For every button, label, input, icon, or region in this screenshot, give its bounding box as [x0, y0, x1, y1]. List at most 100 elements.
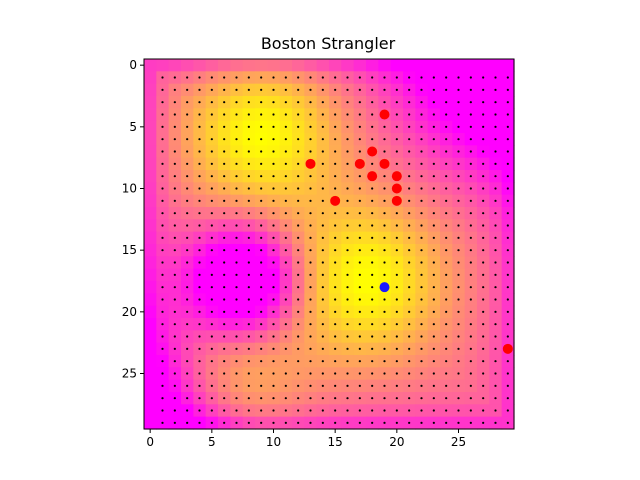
grid-dot [506, 187, 509, 190]
grid-dot [198, 384, 201, 387]
grid-dot [235, 347, 238, 350]
grid-dot [469, 162, 472, 165]
grid-dot [457, 298, 460, 301]
x-tick-label: 25 [451, 435, 466, 449]
grid-dot [383, 187, 386, 190]
grid-dot [383, 347, 386, 350]
grid-dot [297, 187, 300, 190]
grid-dot [408, 249, 411, 252]
grid-dot [284, 113, 287, 116]
grid-dot [321, 409, 324, 412]
grid-dot [247, 76, 250, 79]
grid-dot [346, 298, 349, 301]
grid-dot [395, 113, 398, 116]
grid-dot [223, 372, 226, 375]
grid-dot [210, 421, 213, 424]
grid-dot [445, 323, 448, 326]
grid-dot [260, 138, 263, 141]
grid-dot [186, 323, 189, 326]
heatmap-cell [452, 59, 466, 72]
grid-dot [321, 249, 324, 252]
heatmap-cell [464, 59, 478, 72]
grid-dot [334, 113, 337, 116]
grid-dot [334, 347, 337, 350]
grid-dot [260, 199, 263, 202]
grid-dot [309, 310, 312, 313]
heatmap-cell [267, 59, 281, 72]
grid-dot [358, 298, 361, 301]
grid-dot [247, 125, 250, 128]
grid-dot [371, 360, 374, 363]
grid-dot [247, 397, 250, 400]
grid-dot [482, 101, 485, 104]
grid-dot [432, 88, 435, 91]
grid-dot [272, 88, 275, 91]
grid-dot [284, 162, 287, 165]
grid-dot [457, 261, 460, 264]
grid-dot [297, 113, 300, 116]
grid-dot [321, 187, 324, 190]
grid-dot [235, 224, 238, 227]
grid-dot [408, 372, 411, 375]
grid-dot [371, 199, 374, 202]
axes-frame [143, 58, 515, 430]
grid-dot [408, 384, 411, 387]
grid-dot [309, 372, 312, 375]
grid-dot [161, 236, 164, 239]
grid-dot [186, 187, 189, 190]
grid-dot [334, 212, 337, 215]
grid-dot [321, 138, 324, 141]
grid-dot [247, 360, 250, 363]
grid-dot [358, 150, 361, 153]
grid-dot [432, 335, 435, 338]
grid-dot [284, 409, 287, 412]
grid-dot [247, 162, 250, 165]
grid-dot [420, 187, 423, 190]
heatmap-cell [144, 108, 157, 122]
grid-dot [235, 249, 238, 252]
grid-dot [346, 113, 349, 116]
grid-dot [358, 236, 361, 239]
grid-dot [469, 88, 472, 91]
grid-dot [161, 187, 164, 190]
grid-dot [210, 236, 213, 239]
grid-dot [321, 360, 324, 363]
grid-dot [272, 372, 275, 375]
grid-dot [297, 298, 300, 301]
grid-dot [469, 273, 472, 276]
heatmap-cell [144, 133, 157, 146]
heatmap-cell [144, 293, 157, 307]
grid-dot [272, 298, 275, 301]
grid-dot [334, 384, 337, 387]
blue-points [379, 282, 390, 293]
grid-dot [494, 310, 497, 313]
grid-dot [223, 360, 226, 363]
grid-dot [297, 409, 300, 412]
grid-dot [445, 187, 448, 190]
x-tick-label: 5 [208, 435, 216, 449]
red-point [391, 171, 402, 182]
grid-dot [420, 397, 423, 400]
grid-dot [358, 212, 361, 215]
grid-dot [346, 187, 349, 190]
grid-dot [469, 360, 472, 363]
grid-dot [321, 384, 324, 387]
grid-dot [494, 286, 497, 289]
grid-dot [235, 397, 238, 400]
heatmap-cell [427, 59, 441, 72]
grid-dot [395, 360, 398, 363]
grid-dot [173, 175, 176, 178]
grid-dot [247, 187, 250, 190]
grid-dot [420, 273, 423, 276]
grid-dot [482, 88, 485, 91]
grid-dot [371, 310, 374, 313]
grid-dot [247, 138, 250, 141]
x-axis-ticks: 0 5 10 15 20 25 [146, 429, 466, 449]
grid-dot [482, 162, 485, 165]
grid-dot [457, 199, 460, 202]
grid-dot [223, 138, 226, 141]
grid-dot [198, 88, 201, 91]
grid-dot [445, 273, 448, 276]
grid-dot [198, 76, 201, 79]
grid-dot [420, 323, 423, 326]
